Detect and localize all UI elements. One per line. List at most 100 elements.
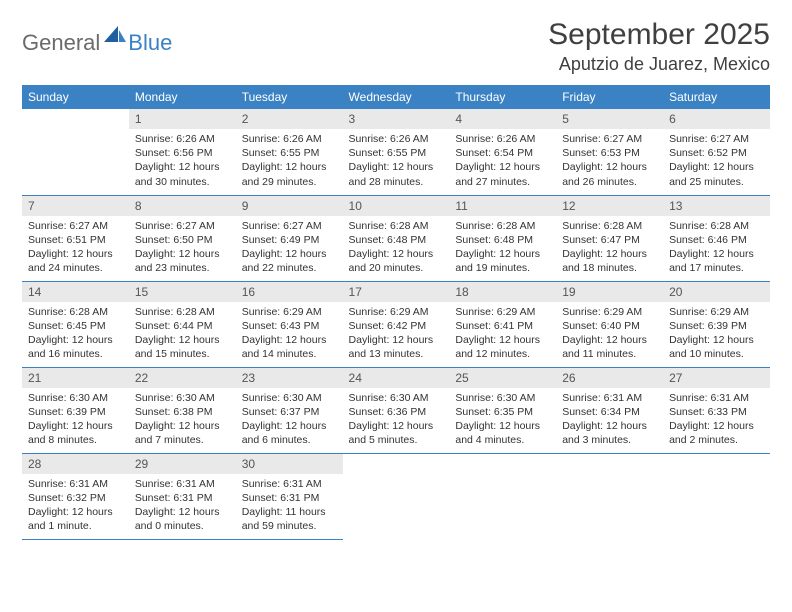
- day-data: Sunrise: 6:27 AMSunset: 6:52 PMDaylight:…: [663, 129, 770, 193]
- calendar-cell: 24Sunrise: 6:30 AMSunset: 6:36 PMDayligh…: [343, 367, 450, 453]
- calendar-cell: 20Sunrise: 6:29 AMSunset: 6:39 PMDayligh…: [663, 281, 770, 367]
- calendar-cell: 16Sunrise: 6:29 AMSunset: 6:43 PMDayligh…: [236, 281, 343, 367]
- calendar-row: 21Sunrise: 6:30 AMSunset: 6:39 PMDayligh…: [22, 367, 770, 453]
- calendar-cell: 28Sunrise: 6:31 AMSunset: 6:32 PMDayligh…: [22, 453, 129, 539]
- day-number: 3: [343, 109, 450, 129]
- calendar-cell: 7Sunrise: 6:27 AMSunset: 6:51 PMDaylight…: [22, 195, 129, 281]
- sail-icon: [104, 26, 126, 49]
- day-number: 20: [663, 282, 770, 302]
- day-data: Sunrise: 6:26 AMSunset: 6:56 PMDaylight:…: [129, 129, 236, 193]
- weekday-header: Wednesday: [343, 85, 450, 109]
- calendar-row: 1Sunrise: 6:26 AMSunset: 6:56 PMDaylight…: [22, 109, 770, 195]
- day-number: 6: [663, 109, 770, 129]
- day-data: Sunrise: 6:31 AMSunset: 6:31 PMDaylight:…: [129, 474, 236, 538]
- calendar-cell: 21Sunrise: 6:30 AMSunset: 6:39 PMDayligh…: [22, 367, 129, 453]
- calendar-cell: 17Sunrise: 6:29 AMSunset: 6:42 PMDayligh…: [343, 281, 450, 367]
- day-number: 10: [343, 196, 450, 216]
- day-number: 13: [663, 196, 770, 216]
- day-data: Sunrise: 6:26 AMSunset: 6:54 PMDaylight:…: [449, 129, 556, 193]
- day-data: Sunrise: 6:28 AMSunset: 6:47 PMDaylight:…: [556, 216, 663, 280]
- day-number: 15: [129, 282, 236, 302]
- day-number: 4: [449, 109, 556, 129]
- calendar-cell: [22, 109, 129, 195]
- day-data: Sunrise: 6:30 AMSunset: 6:37 PMDaylight:…: [236, 388, 343, 452]
- day-number: 23: [236, 368, 343, 388]
- day-number: 2: [236, 109, 343, 129]
- location-label: Aputzio de Juarez, Mexico: [548, 54, 770, 75]
- calendar-cell: [663, 453, 770, 539]
- calendar-row: 14Sunrise: 6:28 AMSunset: 6:45 PMDayligh…: [22, 281, 770, 367]
- day-number: 30: [236, 454, 343, 474]
- calendar-cell: 11Sunrise: 6:28 AMSunset: 6:48 PMDayligh…: [449, 195, 556, 281]
- calendar-cell: 18Sunrise: 6:29 AMSunset: 6:41 PMDayligh…: [449, 281, 556, 367]
- day-data: Sunrise: 6:31 AMSunset: 6:31 PMDaylight:…: [236, 474, 343, 538]
- calendar-cell: [343, 453, 450, 539]
- calendar-cell: 19Sunrise: 6:29 AMSunset: 6:40 PMDayligh…: [556, 281, 663, 367]
- calendar-row: 28Sunrise: 6:31 AMSunset: 6:32 PMDayligh…: [22, 453, 770, 539]
- day-data: Sunrise: 6:28 AMSunset: 6:45 PMDaylight:…: [22, 302, 129, 366]
- day-number: 17: [343, 282, 450, 302]
- calendar-cell: [449, 453, 556, 539]
- day-data: Sunrise: 6:30 AMSunset: 6:39 PMDaylight:…: [22, 388, 129, 452]
- day-data: Sunrise: 6:30 AMSunset: 6:35 PMDaylight:…: [449, 388, 556, 452]
- title-block: September 2025 Aputzio de Juarez, Mexico: [548, 18, 770, 75]
- header: General Blue September 2025 Aputzio de J…: [22, 18, 770, 75]
- calendar-cell: 1Sunrise: 6:26 AMSunset: 6:56 PMDaylight…: [129, 109, 236, 195]
- day-data: Sunrise: 6:27 AMSunset: 6:53 PMDaylight:…: [556, 129, 663, 193]
- day-number: 14: [22, 282, 129, 302]
- calendar-cell: 30Sunrise: 6:31 AMSunset: 6:31 PMDayligh…: [236, 453, 343, 539]
- day-data: Sunrise: 6:29 AMSunset: 6:39 PMDaylight:…: [663, 302, 770, 366]
- weekday-header: Monday: [129, 85, 236, 109]
- day-number: 18: [449, 282, 556, 302]
- day-data: Sunrise: 6:31 AMSunset: 6:33 PMDaylight:…: [663, 388, 770, 452]
- weekday-header-row: Sunday Monday Tuesday Wednesday Thursday…: [22, 85, 770, 109]
- day-data: Sunrise: 6:31 AMSunset: 6:34 PMDaylight:…: [556, 388, 663, 452]
- day-number: 1: [129, 109, 236, 129]
- logo-text-blue: Blue: [128, 32, 172, 54]
- weekday-header: Saturday: [663, 85, 770, 109]
- calendar-cell: 8Sunrise: 6:27 AMSunset: 6:50 PMDaylight…: [129, 195, 236, 281]
- calendar-table: Sunday Monday Tuesday Wednesday Thursday…: [22, 85, 770, 540]
- day-data: Sunrise: 6:27 AMSunset: 6:49 PMDaylight:…: [236, 216, 343, 280]
- weekday-header: Tuesday: [236, 85, 343, 109]
- day-data: Sunrise: 6:27 AMSunset: 6:51 PMDaylight:…: [22, 216, 129, 280]
- weekday-header: Sunday: [22, 85, 129, 109]
- day-data: Sunrise: 6:27 AMSunset: 6:50 PMDaylight:…: [129, 216, 236, 280]
- day-number: 26: [556, 368, 663, 388]
- day-number: 19: [556, 282, 663, 302]
- calendar-cell: 4Sunrise: 6:26 AMSunset: 6:54 PMDaylight…: [449, 109, 556, 195]
- calendar-cell: 12Sunrise: 6:28 AMSunset: 6:47 PMDayligh…: [556, 195, 663, 281]
- day-data: Sunrise: 6:29 AMSunset: 6:42 PMDaylight:…: [343, 302, 450, 366]
- day-number: 11: [449, 196, 556, 216]
- day-data: Sunrise: 6:28 AMSunset: 6:48 PMDaylight:…: [343, 216, 450, 280]
- logo: General Blue: [22, 18, 172, 59]
- calendar-cell: 15Sunrise: 6:28 AMSunset: 6:44 PMDayligh…: [129, 281, 236, 367]
- day-data: Sunrise: 6:28 AMSunset: 6:44 PMDaylight:…: [129, 302, 236, 366]
- day-number: 9: [236, 196, 343, 216]
- calendar-cell: 2Sunrise: 6:26 AMSunset: 6:55 PMDaylight…: [236, 109, 343, 195]
- day-data: Sunrise: 6:28 AMSunset: 6:48 PMDaylight:…: [449, 216, 556, 280]
- day-number: 8: [129, 196, 236, 216]
- day-number: 27: [663, 368, 770, 388]
- day-number: 22: [129, 368, 236, 388]
- day-data: Sunrise: 6:29 AMSunset: 6:41 PMDaylight:…: [449, 302, 556, 366]
- day-data: Sunrise: 6:29 AMSunset: 6:40 PMDaylight:…: [556, 302, 663, 366]
- calendar-row: 7Sunrise: 6:27 AMSunset: 6:51 PMDaylight…: [22, 195, 770, 281]
- calendar-cell: 23Sunrise: 6:30 AMSunset: 6:37 PMDayligh…: [236, 367, 343, 453]
- calendar-cell: 25Sunrise: 6:30 AMSunset: 6:35 PMDayligh…: [449, 367, 556, 453]
- day-data: Sunrise: 6:26 AMSunset: 6:55 PMDaylight:…: [236, 129, 343, 193]
- day-number: 28: [22, 454, 129, 474]
- day-data: Sunrise: 6:31 AMSunset: 6:32 PMDaylight:…: [22, 474, 129, 538]
- weekday-header: Thursday: [449, 85, 556, 109]
- calendar-cell: 9Sunrise: 6:27 AMSunset: 6:49 PMDaylight…: [236, 195, 343, 281]
- day-number: 12: [556, 196, 663, 216]
- calendar-cell: [556, 453, 663, 539]
- calendar-cell: 14Sunrise: 6:28 AMSunset: 6:45 PMDayligh…: [22, 281, 129, 367]
- calendar-cell: 29Sunrise: 6:31 AMSunset: 6:31 PMDayligh…: [129, 453, 236, 539]
- calendar-body: 1Sunrise: 6:26 AMSunset: 6:56 PMDaylight…: [22, 109, 770, 539]
- day-number: 21: [22, 368, 129, 388]
- calendar-cell: 6Sunrise: 6:27 AMSunset: 6:52 PMDaylight…: [663, 109, 770, 195]
- day-data: Sunrise: 6:29 AMSunset: 6:43 PMDaylight:…: [236, 302, 343, 366]
- day-data: Sunrise: 6:30 AMSunset: 6:38 PMDaylight:…: [129, 388, 236, 452]
- day-number: 5: [556, 109, 663, 129]
